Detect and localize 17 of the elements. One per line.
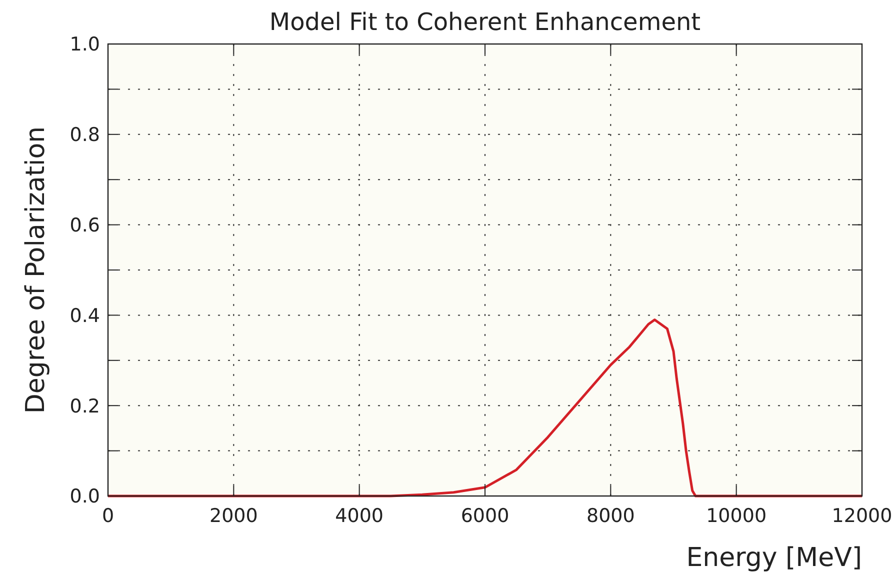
x-tick-label: 2000 xyxy=(209,505,258,527)
y-tick-label: 1.0 xyxy=(70,34,100,56)
x-tick-label: 6000 xyxy=(460,505,510,527)
chart-title: Model Fit to Coherent Enhancement xyxy=(269,8,701,36)
x-tick-label: 10000 xyxy=(706,505,767,527)
x-tick-label: 8000 xyxy=(586,505,635,527)
y-tick-label: 0.2 xyxy=(70,395,100,418)
y-tick-label: 0.4 xyxy=(70,304,100,327)
x-tick-label: 0 xyxy=(102,505,114,527)
x-axis-title: Energy [MeV] xyxy=(686,543,862,573)
line-series xyxy=(106,318,864,498)
y-axis-title: Degree of Polarization xyxy=(21,126,51,414)
x-tick-label: 12000 xyxy=(832,505,892,527)
y-tick-label: 0.6 xyxy=(70,214,100,236)
y-tick-label: 0.0 xyxy=(70,486,100,508)
y-tick-label: 0.8 xyxy=(70,124,100,146)
x-tick-label: 4000 xyxy=(335,505,384,527)
